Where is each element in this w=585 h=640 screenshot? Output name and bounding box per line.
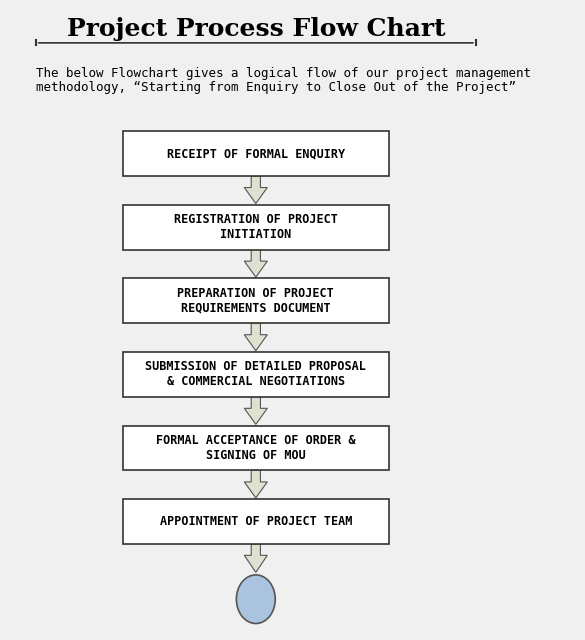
Text: The below Flowchart gives a logical flow of our project management: The below Flowchart gives a logical flow… [36, 67, 531, 80]
FancyBboxPatch shape [123, 278, 389, 323]
FancyBboxPatch shape [123, 499, 389, 544]
Text: FORMAL ACCEPTANCE OF ORDER &
SIGNING OF MOU: FORMAL ACCEPTANCE OF ORDER & SIGNING OF … [156, 434, 356, 462]
Circle shape [236, 575, 276, 623]
FancyBboxPatch shape [123, 205, 389, 250]
Text: RECEIPT OF FORMAL ENQUIRY: RECEIPT OF FORMAL ENQUIRY [167, 147, 345, 160]
Polygon shape [245, 250, 267, 277]
Text: REGISTRATION OF PROJECT
INITIATION: REGISTRATION OF PROJECT INITIATION [174, 213, 338, 241]
Text: methodology, “Starting from Enquiry to Close Out of the Project”: methodology, “Starting from Enquiry to C… [36, 81, 516, 94]
Polygon shape [245, 397, 267, 424]
FancyBboxPatch shape [123, 131, 389, 176]
Text: PREPARATION OF PROJECT
REQUIREMENTS DOCUMENT: PREPARATION OF PROJECT REQUIREMENTS DOCU… [177, 287, 334, 315]
Polygon shape [245, 470, 267, 498]
Text: Project Process Flow Chart: Project Process Flow Chart [67, 17, 445, 41]
Polygon shape [245, 176, 267, 204]
Polygon shape [245, 544, 267, 572]
Polygon shape [245, 323, 267, 351]
FancyBboxPatch shape [123, 426, 389, 470]
Text: SUBMISSION OF DETAILED PROPOSAL
& COMMERCIAL NEGOTIATIONS: SUBMISSION OF DETAILED PROPOSAL & COMMER… [146, 360, 366, 388]
Text: APPOINTMENT OF PROJECT TEAM: APPOINTMENT OF PROJECT TEAM [160, 515, 352, 528]
FancyBboxPatch shape [123, 352, 389, 397]
